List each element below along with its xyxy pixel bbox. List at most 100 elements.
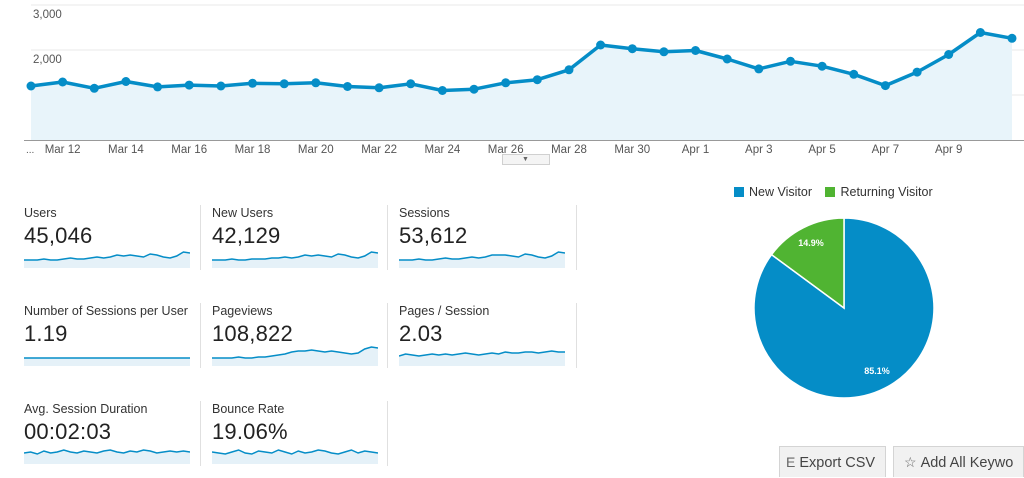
metric-divider bbox=[387, 205, 388, 270]
legend-item-new-visitor[interactable]: New Visitor bbox=[734, 185, 812, 199]
metric-tile[interactable]: Avg. Session Duration 00:02:03 bbox=[24, 398, 200, 478]
data-point[interactable] bbox=[58, 77, 68, 87]
data-point[interactable] bbox=[564, 65, 574, 75]
data-point[interactable] bbox=[469, 84, 479, 94]
metric-sparkline bbox=[24, 251, 190, 268]
metric-value: 1.19 bbox=[24, 321, 68, 346]
y-tick-label: 2,000 bbox=[33, 54, 62, 66]
metric-tile[interactable]: Users 45,046 bbox=[24, 202, 200, 282]
sparkline-line bbox=[212, 346, 378, 359]
x-tick-label: Mar 24 bbox=[425, 144, 461, 156]
data-point[interactable] bbox=[437, 86, 447, 95]
series-line bbox=[30, 30, 1013, 93]
sparkline-area bbox=[399, 252, 565, 268]
metric-divider bbox=[387, 401, 388, 466]
data-point[interactable] bbox=[89, 83, 99, 93]
metric-sparkline bbox=[212, 346, 378, 366]
metric-tile[interactable]: Number of Sessions per User 1.19 bbox=[24, 300, 200, 380]
legend-swatch-new bbox=[734, 187, 744, 197]
metric-tile[interactable]: Pageviews 108,822 bbox=[212, 300, 388, 380]
data-point[interactable] bbox=[121, 77, 131, 86]
pie-label-new-visitor: 85.1% bbox=[864, 366, 890, 376]
legend-item-returning-visitor[interactable]: Returning Visitor bbox=[825, 185, 933, 199]
pie-slice-returning-visitor[interactable] bbox=[770, 217, 845, 310]
metric-value: 00:02:03 bbox=[24, 419, 112, 444]
sparkline-line bbox=[24, 251, 190, 261]
series-area bbox=[31, 32, 1012, 140]
chart-resize-handle[interactable]: ▼ bbox=[502, 154, 550, 165]
star-icon: ☆ bbox=[904, 454, 917, 470]
sparkline-line bbox=[399, 251, 565, 261]
legend-label-new: New Visitor bbox=[749, 185, 812, 199]
x-tick-label: Mar 16 bbox=[171, 144, 207, 156]
add-all-keywords-button[interactable]: ☆ Add All Keywo bbox=[893, 446, 1024, 477]
x-tick-label: Mar 14 bbox=[108, 144, 144, 156]
x-tick-label: Apr 1 bbox=[682, 144, 710, 156]
data-point[interactable] bbox=[691, 46, 700, 55]
metric-label: Avg. Session Duration bbox=[24, 402, 148, 416]
metric-label: Users bbox=[24, 206, 57, 220]
sparkline-line bbox=[212, 449, 378, 455]
data-point[interactable] bbox=[912, 67, 922, 77]
sparkline-line bbox=[212, 251, 378, 261]
data-point[interactable] bbox=[374, 83, 384, 93]
x-tick-label: Mar 18 bbox=[235, 144, 271, 156]
metric-sparkline bbox=[399, 251, 565, 268]
data-point[interactable] bbox=[754, 64, 764, 74]
data-point[interactable] bbox=[659, 47, 669, 57]
x-start-label: ... bbox=[26, 145, 34, 156]
x-tick-label: Apr 3 bbox=[745, 144, 773, 156]
export-csv-button[interactable]: E Export CSV bbox=[779, 446, 886, 477]
x-tick-label: Mar 22 bbox=[361, 144, 397, 156]
data-point[interactable] bbox=[944, 50, 954, 59]
data-point[interactable] bbox=[627, 44, 637, 54]
data-point[interactable] bbox=[532, 75, 542, 85]
data-point[interactable] bbox=[849, 69, 859, 79]
data-point[interactable] bbox=[880, 81, 890, 91]
data-point[interactable] bbox=[184, 80, 194, 90]
data-point[interactable] bbox=[343, 82, 352, 91]
x-tick-label: Mar 26 bbox=[488, 144, 524, 156]
sparkline-area bbox=[24, 450, 190, 464]
metric-tile[interactable]: Bounce Rate 19.06% bbox=[212, 398, 388, 478]
metric-tile[interactable]: Sessions 53,612 bbox=[399, 202, 575, 282]
x-tick-label: Mar 30 bbox=[614, 144, 650, 156]
metric-value: 108,822 bbox=[212, 321, 293, 346]
metric-label: Sessions bbox=[399, 206, 450, 220]
x-tick-label: Mar 28 bbox=[551, 144, 587, 156]
metric-tile[interactable]: New Users 42,129 bbox=[212, 202, 388, 282]
metric-divider bbox=[576, 205, 577, 270]
sparkline-area bbox=[212, 252, 378, 268]
metric-label: New Users bbox=[212, 206, 274, 220]
data-point[interactable] bbox=[311, 78, 321, 88]
metric-divider bbox=[387, 303, 388, 368]
data-point[interactable] bbox=[975, 28, 985, 37]
data-point[interactable] bbox=[596, 40, 606, 50]
sparkline-area bbox=[24, 252, 190, 268]
data-point[interactable] bbox=[406, 79, 416, 89]
sparkline-line bbox=[24, 449, 190, 455]
metric-value: 2.03 bbox=[399, 321, 443, 346]
data-point[interactable] bbox=[216, 81, 226, 91]
metric-value: 45,046 bbox=[24, 223, 93, 248]
metric-value: 42,129 bbox=[212, 223, 281, 248]
export-csv-label: Export CSV bbox=[799, 455, 876, 471]
metric-tile[interactable]: Pages / Session 2.03 bbox=[399, 300, 575, 380]
y-tick-label: 3,000 bbox=[33, 9, 62, 21]
metric-label: Pageviews bbox=[212, 304, 273, 318]
data-point[interactable] bbox=[279, 79, 289, 89]
metric-divider bbox=[576, 303, 577, 368]
data-point[interactable] bbox=[501, 78, 511, 88]
data-point[interactable] bbox=[722, 54, 732, 64]
data-point[interactable] bbox=[1007, 33, 1017, 43]
data-point[interactable] bbox=[153, 82, 163, 92]
legend-label-returning: Returning Visitor bbox=[840, 185, 933, 199]
metric-sparkline bbox=[399, 350, 565, 366]
data-point[interactable] bbox=[26, 81, 36, 91]
data-point[interactable] bbox=[248, 78, 257, 88]
data-point[interactable] bbox=[817, 61, 827, 71]
data-point[interactable] bbox=[786, 56, 795, 66]
visitor-pie-chart: 85.1% 14.9% bbox=[753, 217, 935, 399]
pie-label-returning-visitor: 14.9% bbox=[798, 238, 824, 248]
metric-sparkline bbox=[24, 357, 190, 366]
